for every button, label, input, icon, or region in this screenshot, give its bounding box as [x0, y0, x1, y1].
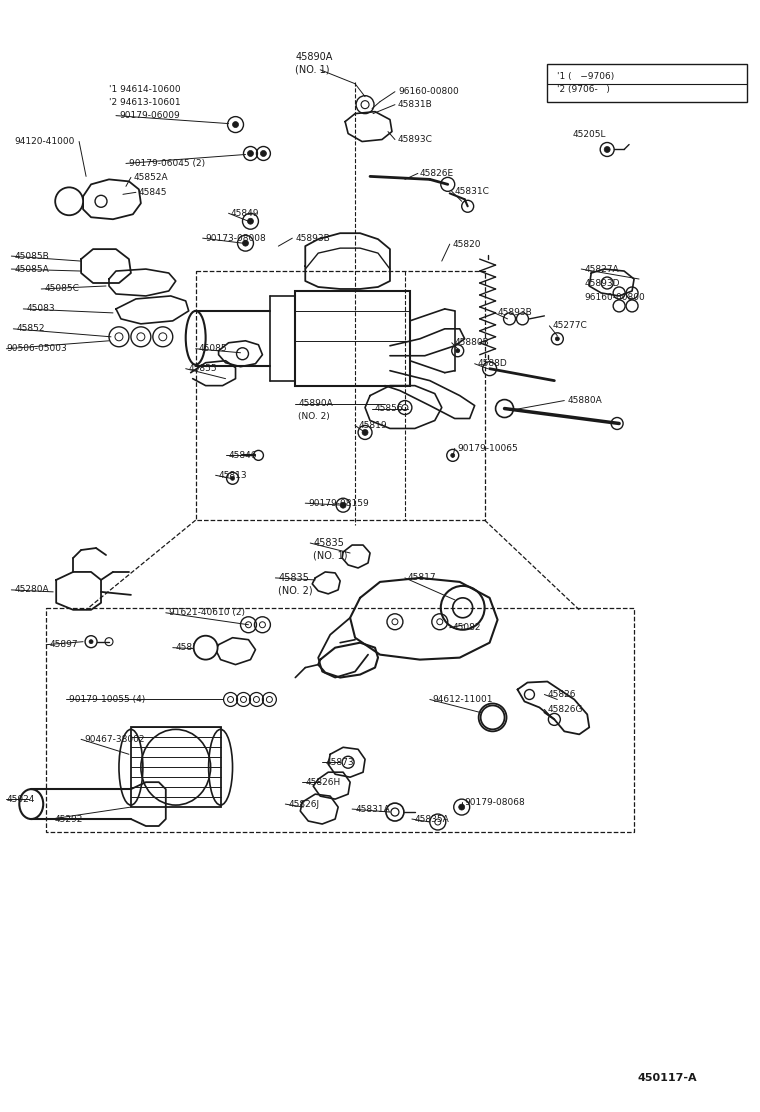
Text: 45280A: 45280A: [14, 585, 49, 595]
Text: 45831A: 45831A: [355, 805, 390, 814]
Text: 45827A: 45827A: [584, 265, 619, 274]
Bar: [131, 727, 220, 807]
Text: (NO. 1): (NO. 1): [296, 64, 330, 75]
Text: '2 (9706-   ): '2 (9706- ): [557, 86, 610, 95]
Text: 45085B: 45085B: [14, 251, 49, 260]
Text: 45826G: 45826G: [547, 705, 583, 714]
Text: 90179-08068: 90179-08068: [464, 797, 525, 806]
Text: 45893B: 45893B: [498, 308, 532, 317]
Text: 90173-08008: 90173-08008: [206, 234, 267, 242]
Circle shape: [194, 636, 217, 659]
Text: (NO. 1): (NO. 1): [313, 552, 348, 560]
Text: 90179-08159: 90179-08159: [309, 498, 369, 508]
Text: 45880A: 45880A: [567, 396, 602, 405]
Text: 45855: 45855: [188, 365, 217, 374]
Text: 45277C: 45277C: [553, 321, 587, 330]
Text: 45835: 45835: [313, 538, 344, 548]
Text: 90179-06045 (2): 90179-06045 (2): [129, 159, 205, 168]
Text: 45846: 45846: [229, 450, 257, 460]
Text: 90467-38002: 90467-38002: [84, 735, 144, 744]
Text: 45082: 45082: [453, 623, 481, 633]
Text: 4588D: 4588D: [477, 359, 508, 368]
Text: 45890A: 45890A: [298, 399, 333, 408]
Text: 45085C: 45085C: [44, 285, 79, 294]
Text: (NO. 2): (NO. 2): [278, 586, 313, 596]
Circle shape: [604, 147, 610, 152]
Bar: [195, 271, 485, 520]
Text: 45826E: 45826E: [420, 169, 454, 178]
Text: '2 94613-10601: '2 94613-10601: [109, 98, 181, 107]
Text: 45852A: 45852A: [134, 172, 169, 182]
Text: 45893D: 45893D: [584, 278, 619, 288]
Text: 90179-10065: 90179-10065: [458, 444, 518, 453]
Text: 45826J: 45826J: [288, 800, 319, 808]
Text: 45818: 45818: [176, 643, 204, 652]
Text: 94612-11001: 94612-11001: [432, 695, 493, 704]
Circle shape: [340, 503, 346, 508]
Circle shape: [261, 150, 267, 157]
Circle shape: [248, 150, 254, 157]
Text: 45835: 45835: [278, 573, 309, 583]
Text: 45852: 45852: [16, 325, 45, 334]
Text: 91621-40610 (2): 91621-40610 (2): [169, 608, 245, 617]
Text: 45893C: 45893C: [398, 135, 432, 145]
Text: 45085A: 45085A: [14, 265, 49, 274]
Text: 45085: 45085: [198, 345, 227, 354]
Circle shape: [248, 218, 254, 225]
Text: 90506-05003: 90506-05003: [6, 345, 67, 354]
Text: 45831C: 45831C: [454, 187, 489, 196]
Text: 96160-00800: 96160-00800: [584, 294, 645, 302]
Text: (NO. 2): (NO. 2): [298, 413, 330, 421]
Text: 45849: 45849: [230, 209, 259, 218]
Text: 45024: 45024: [6, 795, 35, 804]
Text: 45813: 45813: [219, 470, 247, 479]
Text: '1 94614-10600: '1 94614-10600: [109, 86, 181, 95]
Circle shape: [55, 187, 83, 216]
Text: 45845: 45845: [139, 188, 167, 197]
Circle shape: [451, 454, 454, 457]
Text: 90179-06009: 90179-06009: [119, 111, 179, 120]
Text: 45817: 45817: [408, 574, 436, 583]
Text: N: N: [64, 195, 74, 208]
Circle shape: [480, 705, 505, 729]
Text: 45292: 45292: [54, 814, 83, 824]
Text: 45856: 45856: [375, 404, 404, 413]
Text: 45205L: 45205L: [572, 130, 606, 139]
Bar: [547, 63, 746, 101]
Text: 45873: 45873: [325, 757, 354, 767]
Bar: [46, 608, 634, 832]
Text: '1 (   −9706): '1 ( −9706): [557, 72, 615, 81]
Circle shape: [242, 240, 249, 246]
Text: B: B: [201, 642, 211, 654]
Circle shape: [233, 121, 239, 128]
Circle shape: [89, 639, 93, 644]
Text: 450117-A: 450117-A: [637, 1073, 697, 1083]
Text: 45897: 45897: [49, 641, 78, 649]
Text: 90179-10055 (4): 90179-10055 (4): [69, 695, 145, 704]
Text: 94120-41000: 94120-41000: [14, 137, 74, 146]
Circle shape: [362, 429, 368, 436]
Circle shape: [459, 804, 464, 810]
Circle shape: [556, 337, 559, 340]
Text: 45826H: 45826H: [306, 777, 340, 786]
Text: 45835A: 45835A: [415, 814, 450, 824]
Text: 45820: 45820: [453, 240, 481, 249]
Text: 45826: 45826: [547, 689, 576, 699]
Bar: [296, 291, 410, 386]
Text: W: W: [486, 711, 499, 724]
Circle shape: [230, 476, 235, 480]
Text: 96160-00800: 96160-00800: [398, 87, 459, 97]
Circle shape: [456, 349, 460, 353]
Text: 45831B: 45831B: [398, 100, 432, 109]
Text: 45890A: 45890A: [296, 52, 333, 62]
Text: 45083: 45083: [27, 305, 55, 314]
Text: 45880B: 45880B: [454, 338, 489, 347]
Text: 45819: 45819: [358, 421, 387, 430]
Text: 45893B: 45893B: [296, 234, 330, 242]
